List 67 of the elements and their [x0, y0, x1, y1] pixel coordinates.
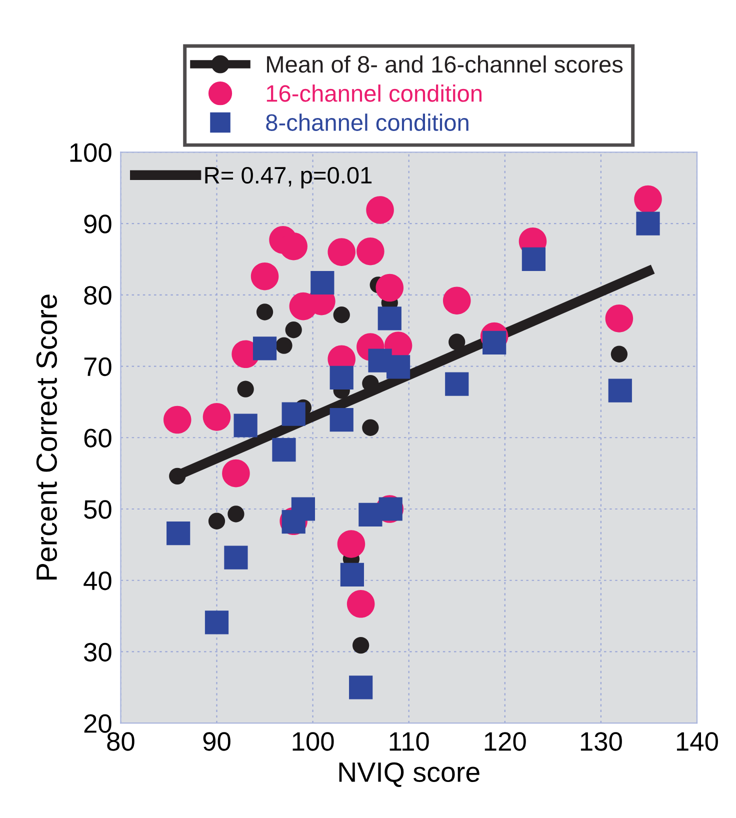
point	[310, 270, 334, 295]
point	[340, 562, 364, 586]
x-tick-label: 130	[580, 732, 622, 751]
point	[166, 521, 190, 546]
point	[282, 402, 306, 426]
x-tick-label: 90	[203, 732, 230, 751]
point	[356, 237, 384, 266]
point	[605, 304, 634, 332]
y-tick-label: 40	[84, 572, 112, 590]
point	[376, 274, 404, 302]
y-tick-label: 90	[84, 214, 112, 234]
point	[234, 414, 258, 438]
point	[522, 247, 546, 272]
point	[378, 306, 402, 330]
point	[222, 459, 250, 488]
point	[204, 610, 229, 634]
point	[448, 334, 466, 350]
point	[228, 506, 244, 522]
x-tick-label: 100	[292, 732, 334, 751]
legend-label: 8-channel condition	[266, 114, 468, 131]
point	[328, 238, 356, 266]
point	[252, 336, 277, 360]
point	[608, 378, 632, 402]
point	[366, 196, 394, 224]
point	[272, 438, 296, 462]
point	[610, 346, 628, 362]
point	[330, 366, 354, 390]
point	[362, 419, 379, 436]
point	[445, 372, 469, 396]
point	[330, 408, 354, 432]
legend-label: 16-channel condition	[266, 84, 482, 102]
x-tick-label: 110	[390, 732, 429, 751]
x-axis-title: NVIQ score	[339, 762, 480, 787]
point	[256, 304, 274, 320]
point	[285, 322, 302, 338]
point	[442, 286, 471, 314]
y-axis-title: Percent Correct Score	[36, 294, 58, 580]
point	[636, 212, 660, 236]
legend-label: R= 0.47, p=0.01	[205, 166, 372, 188]
point	[346, 590, 375, 618]
point	[333, 306, 350, 324]
point	[482, 330, 506, 355]
x-tick-label: 80	[107, 732, 134, 751]
point	[634, 185, 662, 214]
y-tick-label: 80	[84, 286, 112, 305]
x-tick-label: 140	[676, 732, 718, 751]
point	[280, 232, 308, 260]
y-tick-label: 50	[84, 500, 112, 519]
point	[224, 546, 248, 570]
y-tick-label: 100	[70, 143, 112, 162]
point	[237, 380, 254, 398]
y-tick-label: 20	[84, 714, 112, 733]
point	[291, 497, 315, 521]
y-tick-label: 30	[84, 642, 112, 662]
point	[337, 530, 366, 558]
point	[349, 676, 373, 700]
point	[276, 337, 292, 354]
point	[208, 512, 226, 530]
point	[202, 403, 231, 431]
y-tick-label: 60	[84, 428, 112, 448]
point	[250, 262, 279, 290]
legend-label: Mean of 8- and 16-channel scores	[267, 55, 623, 73]
y-tick-label: 70	[84, 357, 112, 376]
point	[163, 406, 192, 434]
point	[386, 355, 410, 379]
point	[352, 636, 370, 654]
x-tick-label: 120	[484, 732, 526, 751]
